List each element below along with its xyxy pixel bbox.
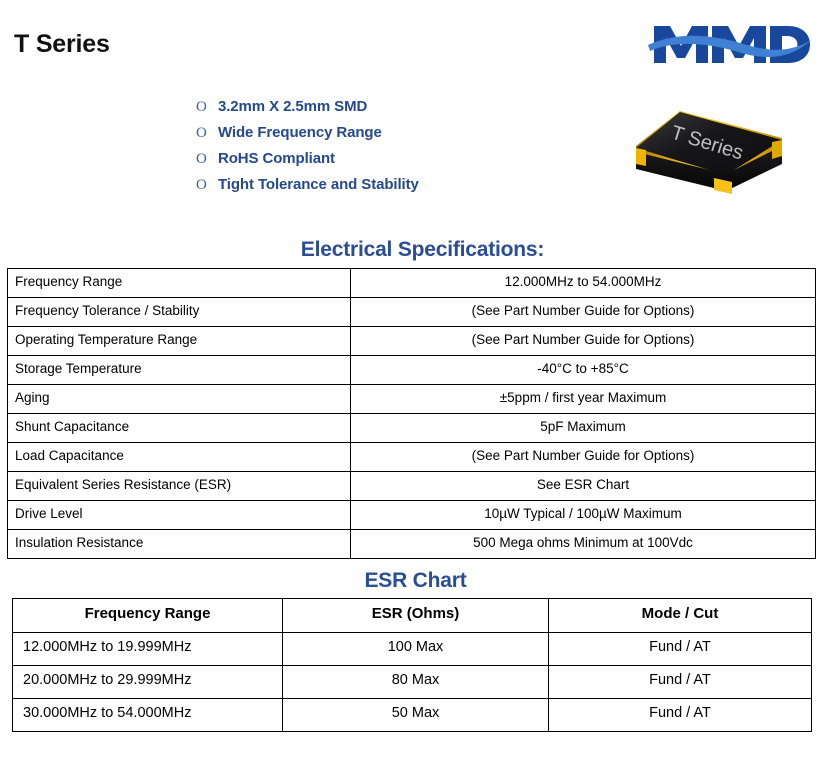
product-body-front (636, 146, 782, 191)
spec-name: Equivalent Series Resistance (ESR) (7, 471, 351, 501)
spec-value: (See Part Number Guide for Options) (350, 442, 816, 472)
table-row: Load Capacitance (See Part Number Guide … (7, 442, 816, 472)
feature-label: Wide Frequency Range (218, 124, 382, 141)
spec-value: 12.000MHz to 54.000MHz (350, 268, 816, 298)
esr-frequency-range: 20.000MHz to 29.999MHz (12, 665, 283, 699)
spec-name: Drive Level (7, 500, 351, 530)
column-header-mode-cut: Mode / Cut (548, 598, 812, 633)
column-header-frequency-range: Frequency Range (12, 598, 283, 633)
table-row: 30.000MHz to 54.000MHz 50 Max Fund / AT (12, 698, 812, 732)
list-item: O Tight Tolerance and Stability (196, 176, 419, 202)
esr-value: 50 Max (282, 698, 549, 732)
feature-label: 3.2mm X 2.5mm SMD (218, 98, 368, 115)
list-item: O Wide Frequency Range (196, 124, 419, 150)
spec-name: Frequency Tolerance / Stability (7, 297, 351, 327)
table-row: Aging ±5ppm / first year Maximum (7, 384, 816, 414)
table-row: Insulation Resistance 500 Mega ohms Mini… (7, 529, 816, 559)
list-item: O 3.2mm X 2.5mm SMD (196, 98, 419, 124)
spec-value: (See Part Number Guide for Options) (350, 326, 816, 356)
spec-value: See ESR Chart (350, 471, 816, 501)
esr-mode-cut: Fund / AT (548, 632, 812, 666)
table-row: 12.000MHz to 19.999MHz 100 Max Fund / AT (12, 632, 812, 666)
table-row: Frequency Range 12.000MHz to 54.000MHz (7, 268, 816, 298)
esr-value: 100 Max (282, 632, 549, 666)
feature-zone: O 3.2mm X 2.5mm SMD O Wide Frequency Ran… (0, 88, 825, 238)
feature-label: Tight Tolerance and Stability (218, 176, 419, 193)
spec-name: Operating Temperature Range (7, 326, 351, 356)
column-header-esr-ohms: ESR (Ohms) (282, 598, 549, 633)
spec-value: ±5ppm / first year Maximum (350, 384, 816, 414)
spec-value: 500 Mega ohms Minimum at 100Vdc (350, 529, 816, 559)
esr-value: 80 Max (282, 665, 549, 699)
esr-mode-cut: Fund / AT (548, 665, 812, 699)
list-item: O RoHS Compliant (196, 150, 419, 176)
table-row: Storage Temperature -40°C to +85°C (7, 355, 816, 385)
mmd-logo (648, 26, 811, 63)
table-row: Frequency Tolerance / Stability (See Par… (7, 297, 816, 327)
product-body-top (636, 112, 782, 175)
bullet-circle-icon: O (196, 125, 207, 141)
esr-frequency-range: 30.000MHz to 54.000MHz (12, 698, 283, 732)
esr-chart-table: Frequency Range ESR (Ohms) Mode / Cut 12… (12, 598, 812, 732)
product-pad-corner (714, 178, 732, 194)
product-pad-corner (772, 140, 782, 159)
feature-label: RoHS Compliant (218, 150, 335, 167)
bullet-circle-icon: O (196, 151, 207, 167)
spec-value: (See Part Number Guide for Options) (350, 297, 816, 327)
mmd-swoosh (648, 35, 811, 57)
page-title: T Series (14, 30, 110, 58)
spec-value: 5pF Maximum (350, 413, 816, 443)
spec-name: Load Capacitance (7, 442, 351, 472)
esr-frequency-range: 12.000MHz to 19.999MHz (12, 632, 283, 666)
table-row: Operating Temperature Range (See Part Nu… (7, 326, 816, 356)
spec-name: Frequency Range (7, 268, 351, 298)
spec-name: Storage Temperature (7, 355, 351, 385)
spec-name: Insulation Resistance (7, 529, 351, 559)
spec-name: Aging (7, 384, 351, 414)
section-heading-specifications: Electrical Specifications: (300, 238, 545, 261)
spec-name: Shunt Capacitance (7, 413, 351, 443)
table-row: 20.000MHz to 29.999MHz 80 Max Fund / AT (12, 665, 812, 699)
spec-value: -40°C to +85°C (350, 355, 816, 385)
esr-mode-cut: Fund / AT (548, 698, 812, 732)
product-photo-smd-crystal: T Series (636, 111, 782, 194)
bullet-circle-icon: O (196, 177, 207, 193)
table-row: Shunt Capacitance 5pF Maximum (7, 413, 816, 443)
bullet-circle-icon: O (196, 99, 207, 115)
table-header-row: Frequency Range ESR (Ohms) Mode / Cut (12, 598, 812, 633)
table-row: Drive Level 10µW Typical / 100µW Maximum (7, 500, 816, 530)
spec-value: 10µW Typical / 100µW Maximum (350, 500, 816, 530)
specifications-table: Frequency Range 12.000MHz to 54.000MHz F… (7, 268, 816, 559)
section-heading-esr-chart: ESR Chart (364, 569, 467, 592)
product-pad-corner (636, 148, 646, 166)
page-header: T Series (0, 0, 825, 88)
table-row: Equivalent Series Resistance (ESR) See E… (7, 471, 816, 501)
feature-list: O 3.2mm X 2.5mm SMD O Wide Frequency Ran… (196, 98, 419, 202)
